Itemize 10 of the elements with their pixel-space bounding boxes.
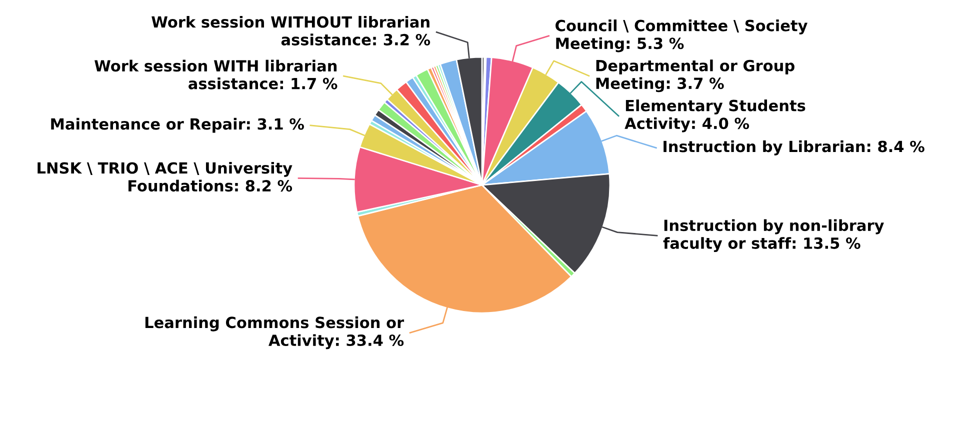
slice-label: Instruction by Librarian: 8.4 % [664, 140, 924, 156]
slice-label: Maintenance or Repair: 3.1 % [51, 118, 304, 133]
slice-label: Departmental or Group Meeting: 3.7 % [596, 60, 794, 92]
slice-label: Council \ Committee \ Society Meeting: 5.3 % [556, 20, 808, 52]
slice-label: Work session WITHOUT librarian assistance: 3.2 % [152, 16, 430, 46]
slice-label: LNSK \ TRIO \ ACE \ University Foundations: 8.2 % [38, 162, 292, 192]
slice-label: Learning Commons Session or Activity: 33.4 % [145, 316, 404, 350]
slice-label: Work session WITH librarian assistance: 1.7 % [94, 60, 338, 90]
slice-label: Elementary Students Activity: 4.0 % [624, 100, 806, 132]
slice-label: Instruction by non-library faculty or staff: 13.5 % [663, 219, 884, 252]
